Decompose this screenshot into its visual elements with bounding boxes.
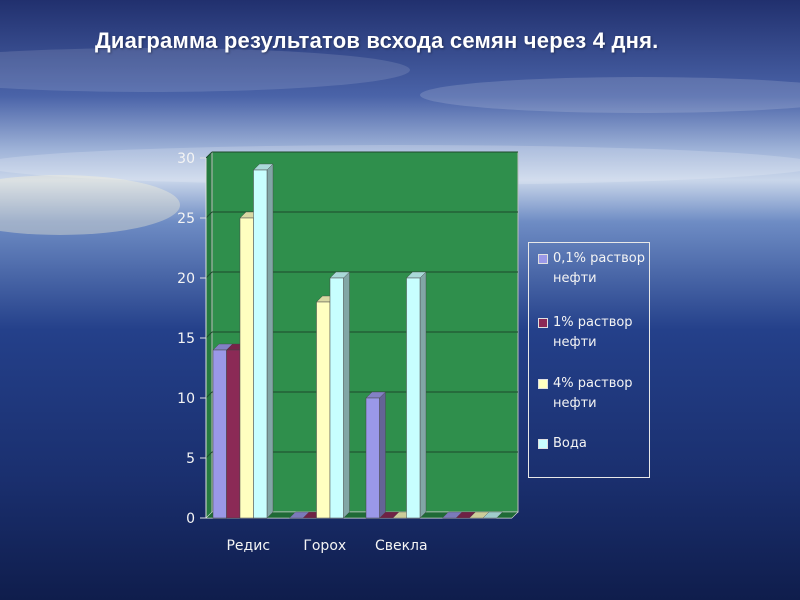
y-tick-label: 5 xyxy=(186,451,195,467)
y-tick-label: 15 xyxy=(177,331,195,347)
bar xyxy=(482,511,503,519)
x-tick-label: Горох xyxy=(303,538,346,554)
bar-side xyxy=(266,163,274,519)
gridline-depth xyxy=(205,151,213,159)
slide-title: Диаграмма результатов всхода семян через… xyxy=(95,28,659,53)
x-tick-label: Свекла xyxy=(375,538,428,554)
bar xyxy=(316,301,331,519)
gridline-depth xyxy=(205,451,213,459)
legend-swatch xyxy=(538,379,548,389)
y-tick-label: 0 xyxy=(186,511,195,527)
chart-legend: 0,1% раствор нефти 1% раствор нефти 4% р… xyxy=(528,242,650,478)
legend-swatch xyxy=(538,318,548,328)
legend-label: 0,1% раствор нефти xyxy=(553,251,645,286)
bar xyxy=(365,397,380,519)
gridline-depth xyxy=(205,211,213,219)
bar xyxy=(239,217,254,519)
bar xyxy=(212,349,227,519)
bar xyxy=(253,169,268,519)
legend-swatch xyxy=(538,439,548,449)
x-tick-label: Редис xyxy=(226,538,270,554)
bar xyxy=(406,277,421,519)
gridline-depth xyxy=(205,391,213,399)
bar-side xyxy=(379,391,386,519)
legend-label: Вода xyxy=(553,436,587,451)
y-tick-label: 30 xyxy=(177,151,195,167)
bar xyxy=(226,349,241,519)
y-tick-label: 10 xyxy=(177,391,195,407)
bar xyxy=(329,277,344,519)
y-tick-label: 25 xyxy=(177,211,195,227)
bar-side xyxy=(343,271,350,519)
gridline-depth xyxy=(205,331,213,339)
bar-side xyxy=(419,271,427,519)
y-tick-label: 20 xyxy=(177,271,195,287)
legend-label: 1% раствор нефти xyxy=(553,315,633,350)
gridline-depth xyxy=(205,271,213,279)
legend-swatch xyxy=(538,254,548,264)
legend-label: 4% раствор нефти xyxy=(553,376,633,411)
